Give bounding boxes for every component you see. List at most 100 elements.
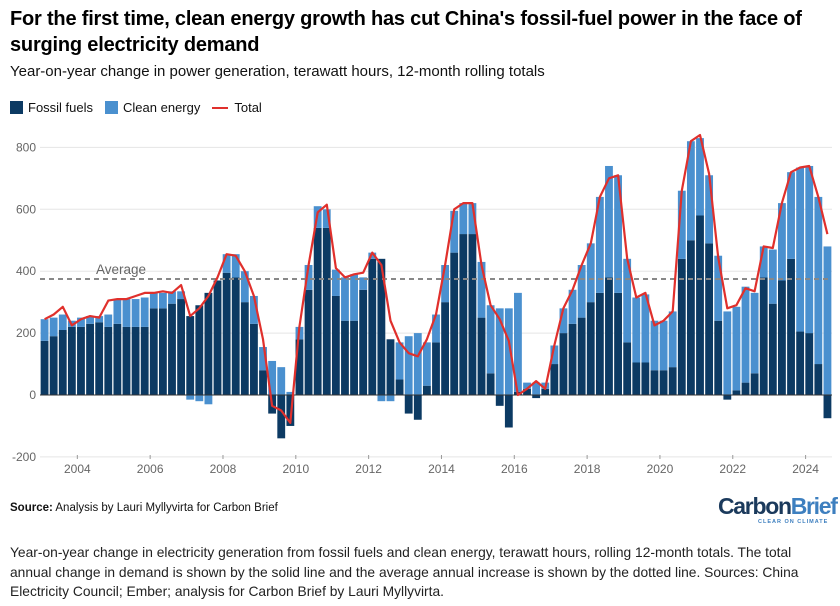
fossil-bar — [504, 395, 513, 428]
fossil-bar — [204, 292, 213, 395]
clean-bar — [404, 336, 413, 395]
clean-bar — [495, 308, 504, 395]
x-tick-label: 2006 — [137, 462, 164, 476]
clean-bar — [577, 265, 586, 318]
fossil-bar — [577, 317, 586, 395]
clean-bar — [204, 395, 213, 405]
clean-bar — [231, 254, 240, 278]
fossil-bar — [586, 302, 595, 395]
fossil-bar — [377, 258, 386, 395]
clean-bar — [186, 395, 195, 400]
clean-bar — [177, 291, 186, 300]
fossil-bar — [368, 258, 377, 395]
fossil-bar — [468, 234, 477, 395]
source-label: Source: — [10, 502, 53, 514]
fossil-bar — [341, 320, 349, 395]
clean-bar — [477, 261, 486, 318]
clean-bar — [523, 382, 531, 389]
clean-bar — [768, 249, 777, 304]
clean-bar — [686, 141, 695, 241]
x-tick-label: 2014 — [428, 462, 455, 476]
fossil-bar — [532, 395, 541, 399]
fossil-bar — [295, 339, 304, 395]
fossil-bar — [122, 326, 131, 395]
fossil-bar — [86, 323, 94, 395]
fossil-bar — [541, 388, 550, 395]
clean-bar — [350, 274, 358, 321]
clean-bar — [113, 299, 122, 324]
x-tick-label: 2022 — [719, 462, 746, 476]
carbon-brief-logo: CarbonBrief — [718, 494, 838, 518]
clean-bar — [395, 342, 404, 380]
fossil-bar — [331, 295, 340, 395]
clean-bar — [559, 308, 568, 334]
clean-bar — [623, 258, 632, 343]
clean-bar — [222, 254, 231, 273]
clean-bar — [759, 246, 768, 278]
fossil-bar — [732, 390, 741, 395]
clean-bar — [77, 317, 85, 327]
clean-bar — [605, 165, 613, 278]
fossil-bar — [814, 364, 823, 395]
clean-bar — [823, 246, 832, 395]
fossil-bar — [286, 395, 295, 426]
fossil-bar — [759, 277, 768, 395]
clean-bar — [677, 190, 686, 259]
chart-legend: Fossil fuels Clean energy Total — [10, 100, 274, 115]
clean-bar — [586, 243, 595, 303]
fossil-bar — [195, 305, 204, 395]
x-tick-label: 2024 — [792, 462, 819, 476]
fossil-bar — [768, 303, 777, 395]
fossil-bar — [422, 385, 431, 395]
fossil-bar — [805, 333, 814, 395]
clean-bar — [614, 175, 622, 293]
fossil-bar — [559, 333, 568, 395]
fossil-bar — [659, 370, 668, 395]
legend-label-total: Total — [234, 100, 262, 115]
fossil-bar — [313, 227, 322, 395]
clean-bar — [377, 395, 386, 402]
fossil-bar — [623, 342, 632, 395]
fossil-bar — [250, 323, 258, 395]
clean-bar — [422, 342, 431, 386]
fossil-bar — [705, 243, 714, 395]
legend-swatch-clean — [105, 101, 119, 114]
chart-subtitle: Year-on-year change in power generation,… — [10, 63, 545, 80]
clean-bar — [331, 269, 340, 296]
fossil-bar — [40, 340, 49, 395]
clean-bar — [514, 292, 522, 392]
fossil-bar — [240, 302, 249, 395]
fossil-bar — [568, 323, 577, 395]
clean-bar — [532, 382, 541, 395]
fossil-bar — [413, 395, 422, 420]
x-tick-label: 2016 — [501, 462, 528, 476]
clean-bar — [268, 360, 277, 395]
clean-bar — [341, 277, 349, 321]
average-label: Average — [96, 262, 146, 277]
legend-swatch-total — [212, 106, 229, 109]
fossil-bar — [432, 342, 440, 395]
fossil-bar — [668, 367, 677, 395]
clean-bar — [778, 203, 786, 281]
clean-bar — [723, 311, 732, 395]
fossil-bar — [523, 388, 531, 395]
fossil-bar — [477, 317, 486, 395]
legend-item-fossil: Fossil fuels — [10, 100, 93, 115]
fossil-bar — [131, 326, 140, 395]
legend-item-total: Total — [212, 100, 262, 115]
clean-bar — [413, 333, 422, 395]
fossil-bar — [113, 323, 122, 395]
clean-bar — [632, 297, 641, 363]
legend-swatch-fossil — [10, 101, 23, 114]
fossil-bar — [231, 277, 240, 395]
clean-bar — [40, 319, 49, 341]
clean-bar — [122, 299, 131, 327]
fossil-bar — [77, 326, 85, 395]
fossil-bar — [796, 331, 805, 395]
fossil-bar — [641, 362, 650, 395]
clean-bar — [641, 294, 650, 363]
y-tick-label: 400 — [16, 264, 36, 278]
clean-bar — [359, 277, 368, 290]
x-tick-label: 2008 — [210, 462, 237, 476]
fossil-bar — [158, 308, 167, 395]
